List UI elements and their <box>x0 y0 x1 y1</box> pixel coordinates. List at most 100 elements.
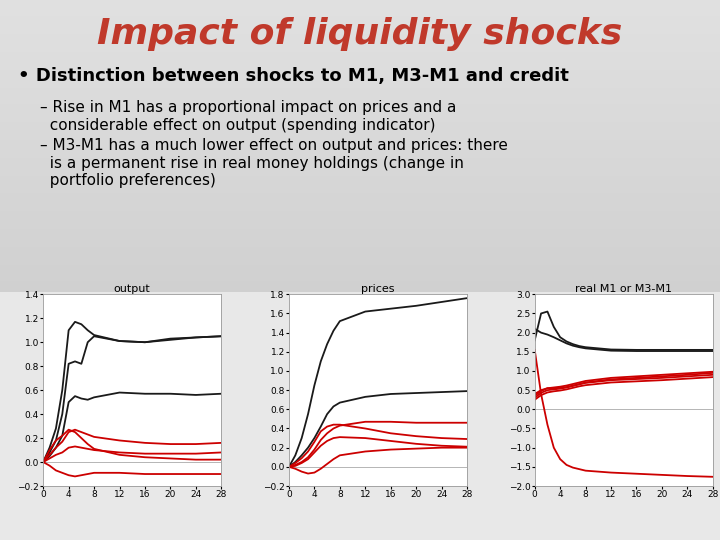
Bar <box>0 211 720 212</box>
Bar <box>0 344 720 346</box>
Bar <box>0 347 720 349</box>
Bar <box>0 382 720 383</box>
Bar <box>0 169 720 171</box>
Bar <box>0 331 720 333</box>
Bar <box>0 160 720 162</box>
Bar <box>0 110 720 112</box>
Bar <box>0 349 720 351</box>
Bar <box>0 363 720 366</box>
Text: is a permanent rise in real money holdings (change in: is a permanent rise in real money holdin… <box>40 156 464 171</box>
Bar <box>0 313 720 315</box>
Bar <box>0 31 720 32</box>
Bar <box>0 398 720 400</box>
Bar <box>0 69 720 70</box>
Bar <box>0 112 720 113</box>
Bar <box>0 58 720 59</box>
Bar <box>0 373 720 374</box>
Text: portfolio preferences): portfolio preferences) <box>40 173 215 188</box>
Bar <box>0 174 720 177</box>
Bar <box>0 376 720 378</box>
Bar <box>0 147 720 150</box>
Bar <box>0 182 720 184</box>
Bar <box>0 63 720 65</box>
Bar <box>0 501 720 502</box>
Bar <box>0 329 720 331</box>
Bar <box>0 142 720 144</box>
Bar <box>0 22 720 23</box>
Bar <box>0 52 720 54</box>
Bar <box>0 320 720 322</box>
Bar <box>0 25 720 27</box>
Bar <box>0 157 720 158</box>
Bar <box>0 315 720 317</box>
Bar <box>0 238 720 239</box>
Bar <box>0 90 720 92</box>
Bar <box>0 171 720 173</box>
Bar <box>0 293 720 295</box>
Bar <box>0 248 720 250</box>
Bar <box>0 374 720 376</box>
Bar <box>0 164 720 166</box>
Text: Impact of liquidity shocks: Impact of liquidity shocks <box>97 17 623 51</box>
Bar <box>0 340 720 342</box>
Bar <box>0 255 720 258</box>
Bar <box>0 367 720 369</box>
Bar <box>0 336 720 339</box>
Bar <box>0 130 720 131</box>
Bar <box>0 153 720 155</box>
Bar <box>0 83 720 85</box>
Bar <box>0 454 720 455</box>
Bar <box>0 4 720 5</box>
Bar <box>0 455 720 457</box>
Bar <box>0 194 720 196</box>
Bar <box>0 522 720 524</box>
Bar <box>0 353 720 355</box>
Bar <box>0 7 720 9</box>
Bar <box>0 70 720 72</box>
Bar <box>0 54 720 56</box>
Bar <box>0 421 720 423</box>
Bar <box>0 403 720 405</box>
Bar <box>0 362 720 363</box>
Bar <box>0 135 720 137</box>
Bar <box>0 491 720 493</box>
Bar <box>0 225 720 227</box>
Bar <box>0 250 720 252</box>
Bar <box>0 466 720 468</box>
Bar <box>0 322 720 324</box>
Bar <box>0 144 720 146</box>
Bar <box>0 281 720 282</box>
Bar <box>0 124 720 126</box>
Bar <box>0 74 720 76</box>
Bar <box>0 261 720 263</box>
Bar <box>0 288 720 290</box>
Bar <box>0 518 720 520</box>
Bar <box>0 86 720 88</box>
Bar <box>0 96 720 97</box>
Bar <box>0 32 720 34</box>
Bar <box>0 443 720 444</box>
Bar <box>0 185 720 187</box>
Bar <box>0 5 720 7</box>
Bar <box>0 178 720 180</box>
Bar <box>0 218 720 220</box>
Bar <box>0 493 720 495</box>
Bar <box>0 326 720 328</box>
Bar <box>0 450 720 452</box>
Bar <box>0 119 720 120</box>
Bar <box>0 158 720 160</box>
Bar <box>0 297 720 299</box>
Bar <box>0 77 720 79</box>
Bar <box>0 394 720 396</box>
Bar <box>0 482 720 484</box>
Bar <box>0 447 720 448</box>
Bar <box>0 92 720 93</box>
Bar <box>0 457 720 459</box>
Bar <box>0 166 720 167</box>
Bar <box>0 409 720 410</box>
Bar <box>0 117 720 119</box>
Bar <box>0 120 720 123</box>
Bar <box>0 506 720 508</box>
Bar <box>0 448 720 450</box>
Bar <box>0 66 720 69</box>
